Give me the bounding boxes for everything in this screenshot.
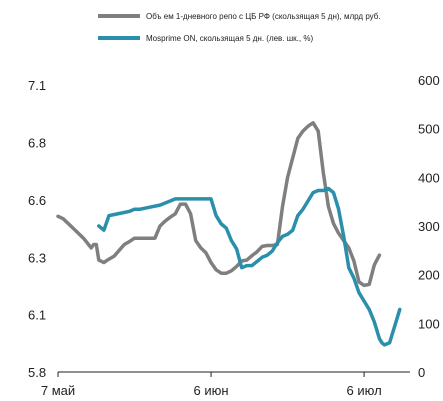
- right-tick-label: 100: [418, 316, 440, 331]
- plot-area: [56, 121, 402, 347]
- left-tick-label: 6.6: [28, 193, 46, 208]
- right-tick-label: 200: [418, 268, 440, 283]
- left-tick-label: 5.8: [28, 365, 46, 380]
- right-tick-label: 600: [418, 73, 440, 88]
- left-axis-ticks: 5.8 6.1 6.3 6.6 6.8 7.1: [28, 78, 46, 380]
- legend-label-mosprime: Mosprime ON, скользящая 5 дн. (лев. шк.,…: [146, 34, 313, 43]
- right-axis-ticks: 0 100 200 300 400 500 600: [418, 73, 440, 380]
- right-tick-label: 300: [418, 219, 440, 234]
- left-tick-label: 6.1: [28, 308, 46, 323]
- mosprime-line: [97, 186, 402, 347]
- left-tick-label: 6.8: [28, 136, 46, 151]
- left-tick-label: 6.3: [28, 250, 46, 265]
- x-tick-label: 6 июн: [194, 383, 229, 398]
- x-axis-ticks: 7 май 6 июн 6 июл: [41, 372, 382, 398]
- x-tick-label: 7 май: [41, 383, 75, 398]
- repo-volume-line: [56, 121, 382, 288]
- right-tick-label: 500: [418, 122, 440, 137]
- legend-label-repo: Объ ем 1-дневного репо с ЦБ РФ (скользящ…: [146, 12, 381, 21]
- x-tick-label: 6 июл: [347, 383, 382, 398]
- right-tick-label: 0: [418, 365, 425, 380]
- right-tick-label: 400: [418, 170, 440, 185]
- legend: Объ ем 1-дневного репо с ЦБ РФ (скользящ…: [98, 12, 381, 43]
- left-tick-label: 7.1: [28, 78, 46, 93]
